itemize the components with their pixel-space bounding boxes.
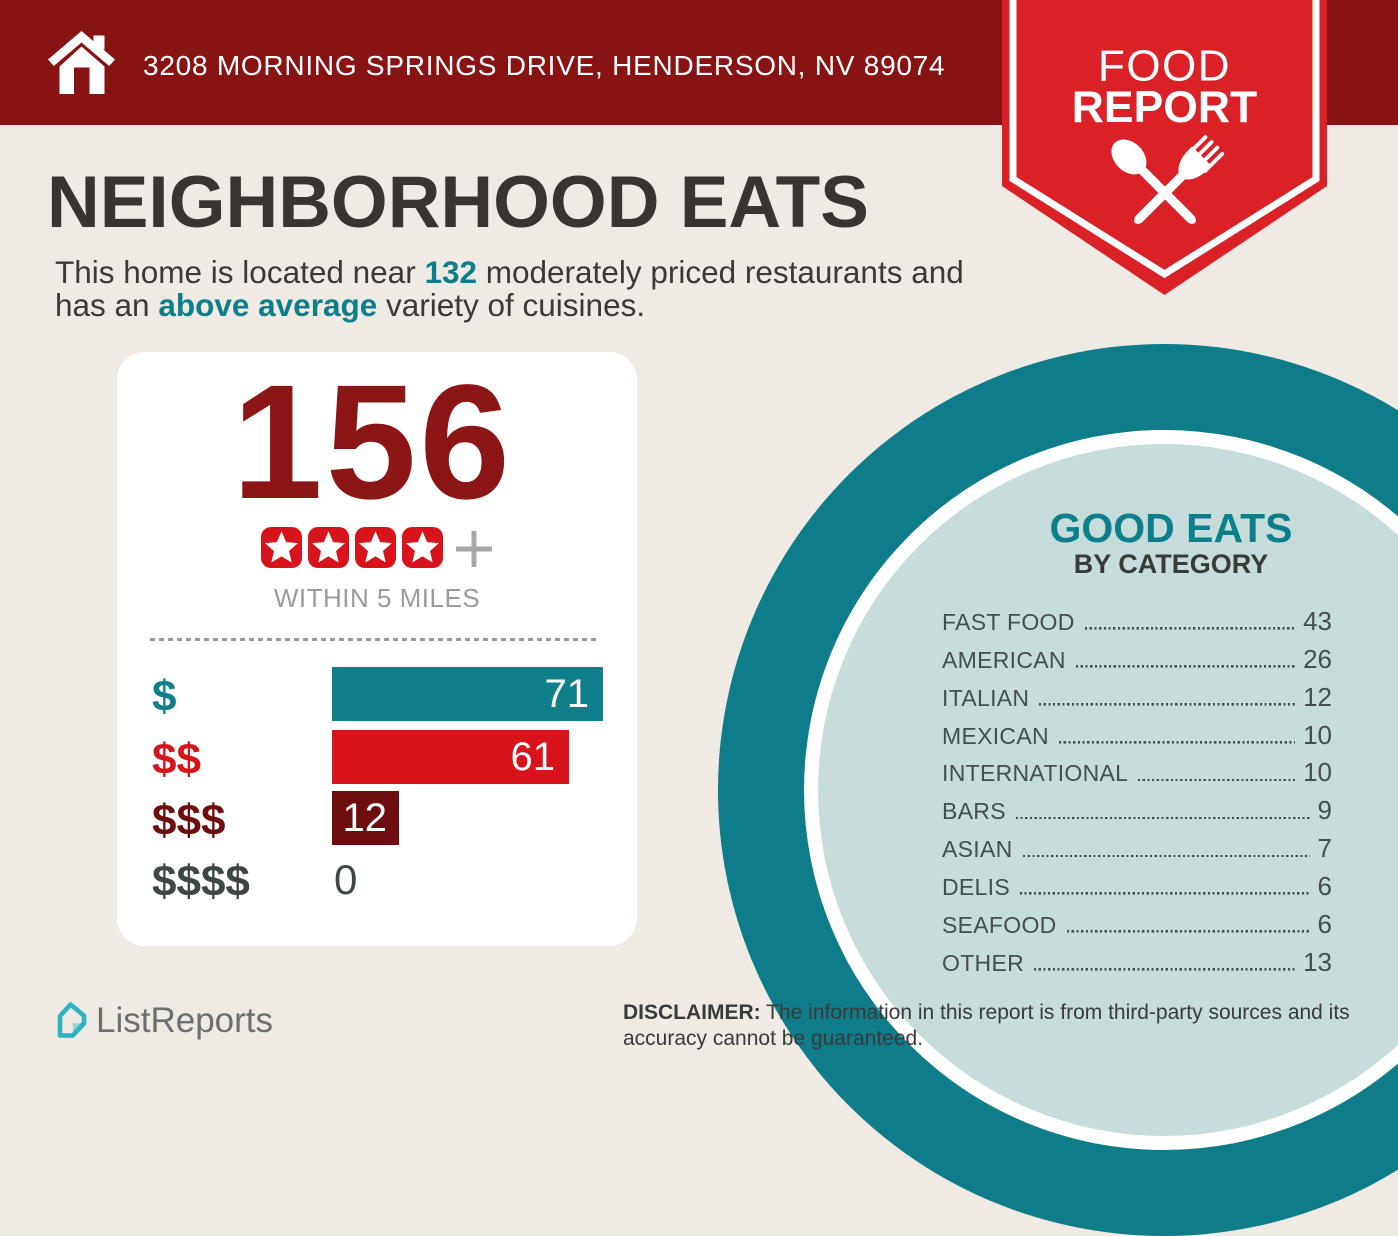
svg-text:REPORT: REPORT bbox=[1072, 83, 1257, 132]
svg-text:FOOD: FOOD bbox=[1098, 42, 1231, 91]
